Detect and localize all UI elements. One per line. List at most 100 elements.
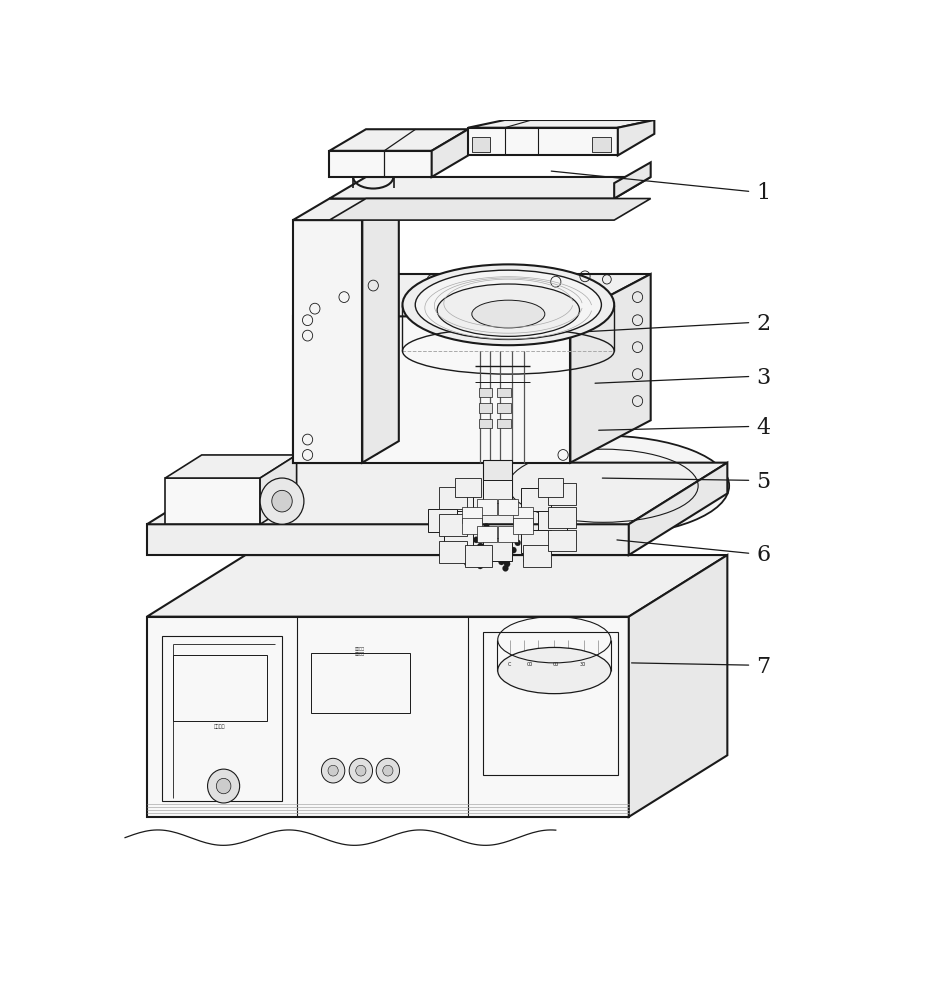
Bar <box>439 487 466 509</box>
Circle shape <box>514 540 521 546</box>
Bar <box>522 488 551 511</box>
Bar <box>428 509 457 532</box>
Circle shape <box>340 396 347 404</box>
Circle shape <box>477 550 482 557</box>
Polygon shape <box>165 455 297 478</box>
Circle shape <box>260 478 304 524</box>
Bar <box>483 460 512 497</box>
Polygon shape <box>330 151 431 177</box>
Circle shape <box>456 527 462 534</box>
Circle shape <box>504 559 510 566</box>
Circle shape <box>372 447 379 455</box>
Text: 6: 6 <box>756 544 771 566</box>
Polygon shape <box>330 177 651 199</box>
Bar <box>439 514 466 536</box>
Polygon shape <box>363 199 398 463</box>
Polygon shape <box>147 555 727 617</box>
Circle shape <box>456 524 463 530</box>
Bar <box>172 655 268 721</box>
Bar <box>479 419 493 428</box>
Circle shape <box>340 379 347 387</box>
Ellipse shape <box>478 436 729 536</box>
Circle shape <box>478 543 483 549</box>
Bar <box>462 507 482 523</box>
Circle shape <box>466 559 473 565</box>
Text: 5: 5 <box>756 471 771 493</box>
Circle shape <box>372 430 379 438</box>
Polygon shape <box>468 120 655 128</box>
Circle shape <box>462 544 467 551</box>
Circle shape <box>382 765 393 776</box>
Circle shape <box>356 413 363 421</box>
Ellipse shape <box>437 284 579 336</box>
Text: 2: 2 <box>756 313 771 335</box>
Circle shape <box>324 413 331 421</box>
Circle shape <box>207 769 239 803</box>
Circle shape <box>307 346 315 353</box>
Text: C: C <box>508 662 512 667</box>
Bar <box>512 518 533 534</box>
Text: 00: 00 <box>553 662 559 667</box>
Circle shape <box>328 765 338 776</box>
Bar <box>479 388 493 397</box>
Circle shape <box>372 396 379 404</box>
Bar <box>439 541 466 563</box>
Polygon shape <box>629 463 727 555</box>
Circle shape <box>376 758 399 783</box>
Polygon shape <box>614 162 651 199</box>
Bar <box>472 137 490 152</box>
Text: 00: 00 <box>528 662 533 667</box>
Circle shape <box>372 346 379 353</box>
Circle shape <box>372 413 379 421</box>
Polygon shape <box>260 455 297 524</box>
Text: 启动人工: 启动人工 <box>214 724 226 729</box>
Circle shape <box>340 363 347 370</box>
Bar <box>479 403 493 413</box>
Circle shape <box>307 363 315 370</box>
Circle shape <box>349 758 372 783</box>
Circle shape <box>452 523 459 529</box>
Circle shape <box>372 363 379 370</box>
Polygon shape <box>330 199 651 220</box>
Ellipse shape <box>472 300 544 328</box>
Bar <box>497 403 511 413</box>
Circle shape <box>498 559 504 565</box>
Circle shape <box>504 561 511 567</box>
Polygon shape <box>571 274 651 463</box>
Bar <box>522 530 551 553</box>
Circle shape <box>503 535 510 541</box>
Polygon shape <box>330 129 468 151</box>
Circle shape <box>324 363 331 370</box>
Circle shape <box>324 430 331 438</box>
Circle shape <box>511 547 516 553</box>
Text: 1: 1 <box>756 182 771 204</box>
Circle shape <box>468 544 474 550</box>
Polygon shape <box>629 555 727 817</box>
Circle shape <box>324 379 331 387</box>
Polygon shape <box>468 128 618 155</box>
Circle shape <box>478 543 484 550</box>
Text: 7: 7 <box>756 656 771 678</box>
Bar <box>455 478 480 497</box>
Polygon shape <box>147 463 727 524</box>
Circle shape <box>464 560 470 566</box>
Circle shape <box>307 430 315 438</box>
Polygon shape <box>147 617 629 817</box>
Circle shape <box>340 413 347 421</box>
Ellipse shape <box>402 264 614 345</box>
Text: 启动人工
调整装置: 启动人工 调整装置 <box>355 647 365 656</box>
Circle shape <box>272 490 292 512</box>
Ellipse shape <box>415 270 601 339</box>
Bar <box>538 478 563 497</box>
Bar <box>593 137 610 152</box>
Text: 4: 4 <box>756 417 771 439</box>
Bar <box>483 538 512 561</box>
Circle shape <box>356 363 363 370</box>
Polygon shape <box>293 274 651 316</box>
Bar <box>497 419 511 428</box>
Bar <box>483 632 618 774</box>
Bar <box>462 518 482 534</box>
Circle shape <box>356 396 363 404</box>
Circle shape <box>483 523 489 530</box>
Circle shape <box>340 430 347 438</box>
